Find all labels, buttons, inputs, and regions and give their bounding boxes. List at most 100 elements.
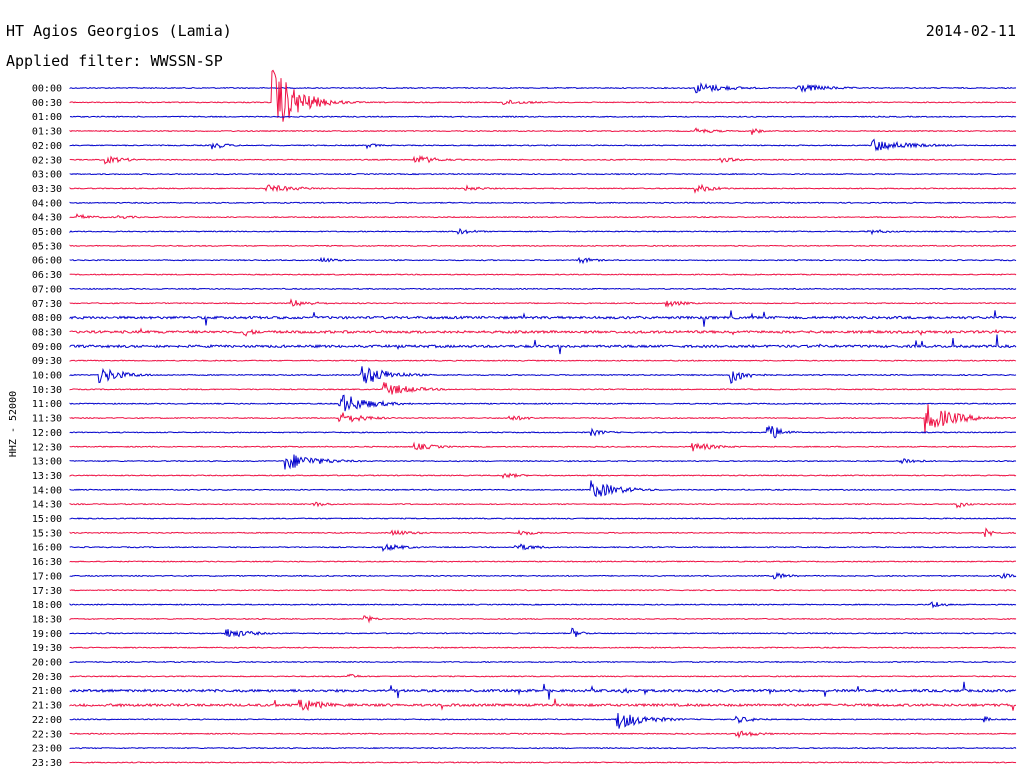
- seismic-trace-0200: [69, 138, 1017, 152]
- seismic-trace-2030: [69, 673, 1017, 678]
- row-time-label: 03:00: [32, 170, 62, 181]
- row-time-label: 02:00: [32, 141, 62, 152]
- seismic-trace-0230: [69, 154, 1017, 165]
- seismic-trace-0630: [69, 273, 1017, 276]
- row-time-label: 08:00: [32, 313, 62, 324]
- row-time-label: 16:30: [32, 557, 62, 568]
- row-time-label: 05:00: [32, 227, 62, 238]
- seismic-trace-1900: [69, 627, 1017, 638]
- seismic-trace-1600: [69, 543, 1017, 553]
- row-time-label: 12:00: [32, 428, 62, 439]
- seismic-trace-1000: [69, 366, 1017, 384]
- row-time-label: 04:00: [32, 198, 62, 209]
- seismic-trace-1830: [69, 614, 1017, 624]
- row-time-label: 14:30: [32, 500, 62, 511]
- seismic-trace-0430: [69, 213, 1017, 220]
- row-time-label: 07:30: [32, 299, 62, 310]
- row-time-label: 00:00: [32, 84, 62, 95]
- seismic-trace-0400: [69, 201, 1017, 204]
- seismic-trace-1700: [69, 571, 1017, 580]
- seismic-trace-1200: [69, 425, 1016, 439]
- row-time-label: 13:30: [32, 471, 62, 482]
- row-time-label: 00:30: [32, 98, 62, 109]
- seismic-trace-2230: [69, 730, 1017, 739]
- row-time-label: 22:00: [32, 715, 62, 726]
- row-time-label: 17:30: [32, 586, 62, 597]
- row-time-label: 09:00: [32, 342, 62, 353]
- row-time-label: 05:30: [32, 241, 62, 252]
- seismic-trace-2200: [69, 713, 1017, 729]
- seismic-trace-1500: [69, 517, 1017, 520]
- row-time-label: 19:00: [32, 629, 62, 640]
- seismic-trace-1430: [69, 501, 1017, 509]
- trace-rows: 00:00 00:30 01:00 01:30 02:00 02:30 03:00 03:30…: [32, 69, 1017, 769]
- seismic-trace-1630: [69, 560, 1017, 563]
- row-time-label: 07:00: [32, 284, 62, 295]
- row-time-label: 12:30: [32, 442, 62, 453]
- seismic-trace-0730: [69, 298, 1017, 308]
- seismic-trace-1230: [69, 441, 1016, 452]
- row-time-label: 23:30: [32, 758, 62, 769]
- seismic-trace-0100: [69, 115, 1017, 118]
- row-time-label: 06:00: [32, 256, 62, 267]
- row-time-label: 04:30: [32, 213, 62, 224]
- row-time-label: 19:30: [32, 643, 62, 654]
- row-time-label: 08:30: [32, 327, 62, 338]
- row-time-label: 10:30: [32, 385, 62, 396]
- channel-label: HHZ - 52000: [8, 391, 19, 457]
- seismic-trace-1300: [69, 454, 1017, 470]
- row-time-label: 13:00: [32, 457, 62, 468]
- row-time-label: 22:30: [32, 729, 62, 740]
- row-time-label: 17:00: [32, 571, 62, 582]
- seismic-trace-1330: [69, 472, 1017, 480]
- seismic-trace-1100: [69, 394, 1017, 412]
- seismic-trace-1800: [69, 601, 1017, 609]
- row-time-label: 11:30: [32, 414, 62, 425]
- seismic-trace-1400: [69, 480, 1017, 498]
- row-time-label: 21:30: [32, 701, 62, 712]
- seismic-trace-0530: [69, 244, 1017, 247]
- row-time-label: 20:30: [32, 672, 62, 683]
- seismic-trace-0500: [69, 227, 1017, 236]
- seismic-trace-1030: [69, 382, 1016, 395]
- station-title: HT Agios Georgios (Lamia): [6, 22, 232, 40]
- row-time-label: 14:00: [32, 485, 62, 496]
- seismic-trace-0930: [69, 359, 1017, 362]
- seismic-trace-0600: [69, 256, 1017, 265]
- seismic-trace-0330: [69, 183, 1017, 194]
- seismic-trace-0700: [69, 287, 1017, 291]
- seismic-trace-2000: [69, 660, 1017, 664]
- seismic-trace-1730: [69, 589, 1017, 592]
- seismic-trace-0900: [69, 334, 1017, 355]
- filter-label: Applied filter: WWSSN-SP: [6, 52, 223, 70]
- row-time-label: 02:30: [32, 155, 62, 166]
- row-time-label: 11:00: [32, 399, 62, 410]
- seismic-trace-0830: [69, 327, 1017, 337]
- seismic-trace-2330: [69, 761, 1017, 764]
- row-time-label: 18:00: [32, 600, 62, 611]
- seismic-trace-0300: [69, 172, 1017, 176]
- row-time-label: 18:30: [32, 614, 62, 625]
- seismic-trace-0030: [69, 69, 1017, 122]
- row-time-label: 09:30: [32, 356, 62, 367]
- row-time-label: 01:30: [32, 127, 62, 138]
- seismic-trace-2130: [69, 698, 1017, 712]
- row-time-label: 03:30: [32, 184, 62, 195]
- seismic-trace-1530: [69, 527, 1017, 538]
- seismic-trace-0000: [69, 82, 1017, 94]
- row-time-label: 15:30: [32, 528, 62, 539]
- seismic-trace-2100: [69, 681, 1017, 700]
- date-label: 2014-02-11: [926, 22, 1016, 40]
- row-time-label: 21:00: [32, 686, 62, 697]
- row-time-label: 23:00: [32, 744, 62, 755]
- row-time-label: 01:00: [32, 112, 62, 123]
- seismic-trace-0800: [69, 310, 1017, 327]
- row-time-label: 06:30: [32, 270, 62, 281]
- row-time-label: 16:00: [32, 543, 62, 554]
- row-time-label: 10:00: [32, 371, 62, 382]
- seismic-trace-2300: [69, 746, 1017, 750]
- seismic-trace-1130: [69, 404, 1017, 434]
- seismic-trace-0130: [69, 127, 1017, 135]
- row-time-label: 20:00: [32, 658, 62, 669]
